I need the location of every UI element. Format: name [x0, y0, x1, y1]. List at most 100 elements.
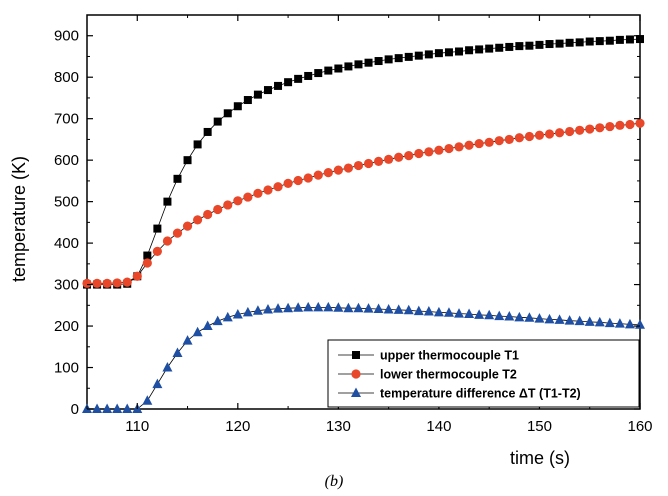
data-point-triangle — [413, 305, 424, 316]
x-tick-label: 130 — [326, 418, 351, 435]
data-point-circle — [313, 170, 323, 180]
data-point-square — [535, 40, 544, 49]
data-point-circle — [333, 165, 343, 175]
data-point-circle — [615, 120, 625, 130]
data-point-square — [455, 47, 464, 56]
data-point-triangle — [242, 306, 253, 317]
y-axis-label: temperature (K) — [9, 156, 29, 282]
data-point-triangle — [212, 315, 223, 326]
data-point-circle — [132, 271, 142, 281]
data-point-triangle — [624, 318, 635, 329]
data-point-triangle — [293, 302, 304, 312]
data-point-square — [555, 39, 564, 48]
data-point-square — [495, 43, 504, 52]
data-point-triangle — [584, 316, 595, 326]
y-tick-label: 700 — [54, 111, 79, 128]
data-point-triangle — [333, 302, 344, 312]
data-point-triangle — [514, 311, 525, 322]
data-point-square — [183, 156, 192, 165]
data-point-circle — [544, 129, 555, 139]
y-tick-label: 0 — [71, 401, 79, 418]
data-point-circle — [223, 200, 233, 210]
series-line — [87, 38, 641, 286]
data-point-triangle — [604, 317, 615, 328]
data-point-square — [444, 48, 453, 57]
x-tick-label: 150 — [527, 418, 552, 435]
x-tick-label: 160 — [627, 418, 652, 435]
data-point-triangle — [494, 310, 505, 321]
data-point-triangle — [192, 326, 203, 337]
data-point-triangle — [262, 303, 273, 314]
data-point-circle — [152, 246, 162, 256]
data-point-square — [354, 60, 363, 69]
legend-label: temperature difference ΔT (T1-T2) — [380, 387, 581, 401]
data-point-circle — [283, 178, 293, 188]
data-point-circle — [534, 130, 545, 140]
x-tick-label: 110 — [125, 418, 149, 435]
data-point-triangle — [524, 312, 535, 322]
data-point-square — [203, 127, 212, 136]
series-2 — [82, 118, 645, 288]
legend-marker-square — [352, 351, 360, 359]
data-point-circle — [524, 131, 535, 142]
legend-entry: lower thermocouple T2 — [338, 368, 517, 382]
data-point-circle — [625, 119, 635, 130]
data-point-circle — [595, 123, 605, 133]
data-point-square — [424, 50, 433, 59]
data-point-square — [404, 52, 413, 61]
axes-layer: 110 120 130 140 150 160 0 100 200 300 400 500 600 700… — [54, 14, 653, 435]
data-point-circle — [233, 196, 243, 206]
y-tick-label: 200 — [54, 318, 79, 335]
data-point-circle — [605, 121, 615, 132]
data-point-square — [253, 90, 262, 99]
y-tick-label: 900 — [54, 28, 79, 45]
data-point-triangle — [373, 303, 384, 314]
data-point-square — [364, 58, 373, 67]
data-point-square — [525, 41, 534, 50]
data-point-square — [213, 117, 222, 126]
data-point-circle — [474, 138, 484, 149]
data-point-square — [344, 62, 353, 71]
data-point-square — [434, 49, 443, 58]
data-point-triangle — [534, 313, 545, 323]
data-point-square — [545, 40, 554, 49]
data-point-square — [193, 140, 202, 149]
data-point-triangle — [454, 308, 465, 318]
data-point-triangle — [102, 403, 113, 413]
data-point-triangle — [363, 303, 374, 313]
data-point-circle — [494, 136, 504, 146]
data-point-square — [485, 44, 494, 53]
data-point-square — [595, 37, 604, 46]
figure-caption: (b) — [325, 473, 344, 490]
data-point-circle — [585, 124, 595, 134]
data-point-circle — [414, 148, 424, 159]
data-point-square — [575, 38, 584, 47]
data-point-triangle — [162, 362, 173, 372]
data-point-triangle — [484, 309, 495, 320]
data-point-triangle — [474, 309, 485, 319]
data-point-square — [233, 102, 242, 111]
x-tick-label: 140 — [426, 418, 451, 435]
data-point-circle — [142, 258, 152, 268]
data-point-square — [294, 74, 303, 83]
data-point-square — [153, 224, 162, 233]
data-point-square — [394, 54, 403, 63]
data-point-square — [173, 174, 182, 183]
data-point-circle — [293, 175, 303, 186]
data-point-circle — [193, 215, 203, 225]
x-axis-label: time (s) — [510, 448, 570, 468]
y-tick-label: 500 — [54, 194, 79, 211]
data-point-circle — [323, 168, 333, 178]
legend-marker-circle — [351, 369, 361, 379]
data-point-square — [243, 96, 252, 105]
data-point-triangle — [635, 319, 645, 329]
data-point-triangle — [303, 301, 314, 312]
legend-entry: upper thermocouple T1 — [338, 349, 519, 363]
data-point-square — [163, 197, 172, 206]
data-point-triangle — [443, 307, 454, 317]
data-point-circle — [82, 278, 92, 288]
data-point-triangle — [554, 314, 565, 324]
data-point-triangle — [273, 303, 284, 313]
data-point-triangle — [112, 403, 123, 413]
